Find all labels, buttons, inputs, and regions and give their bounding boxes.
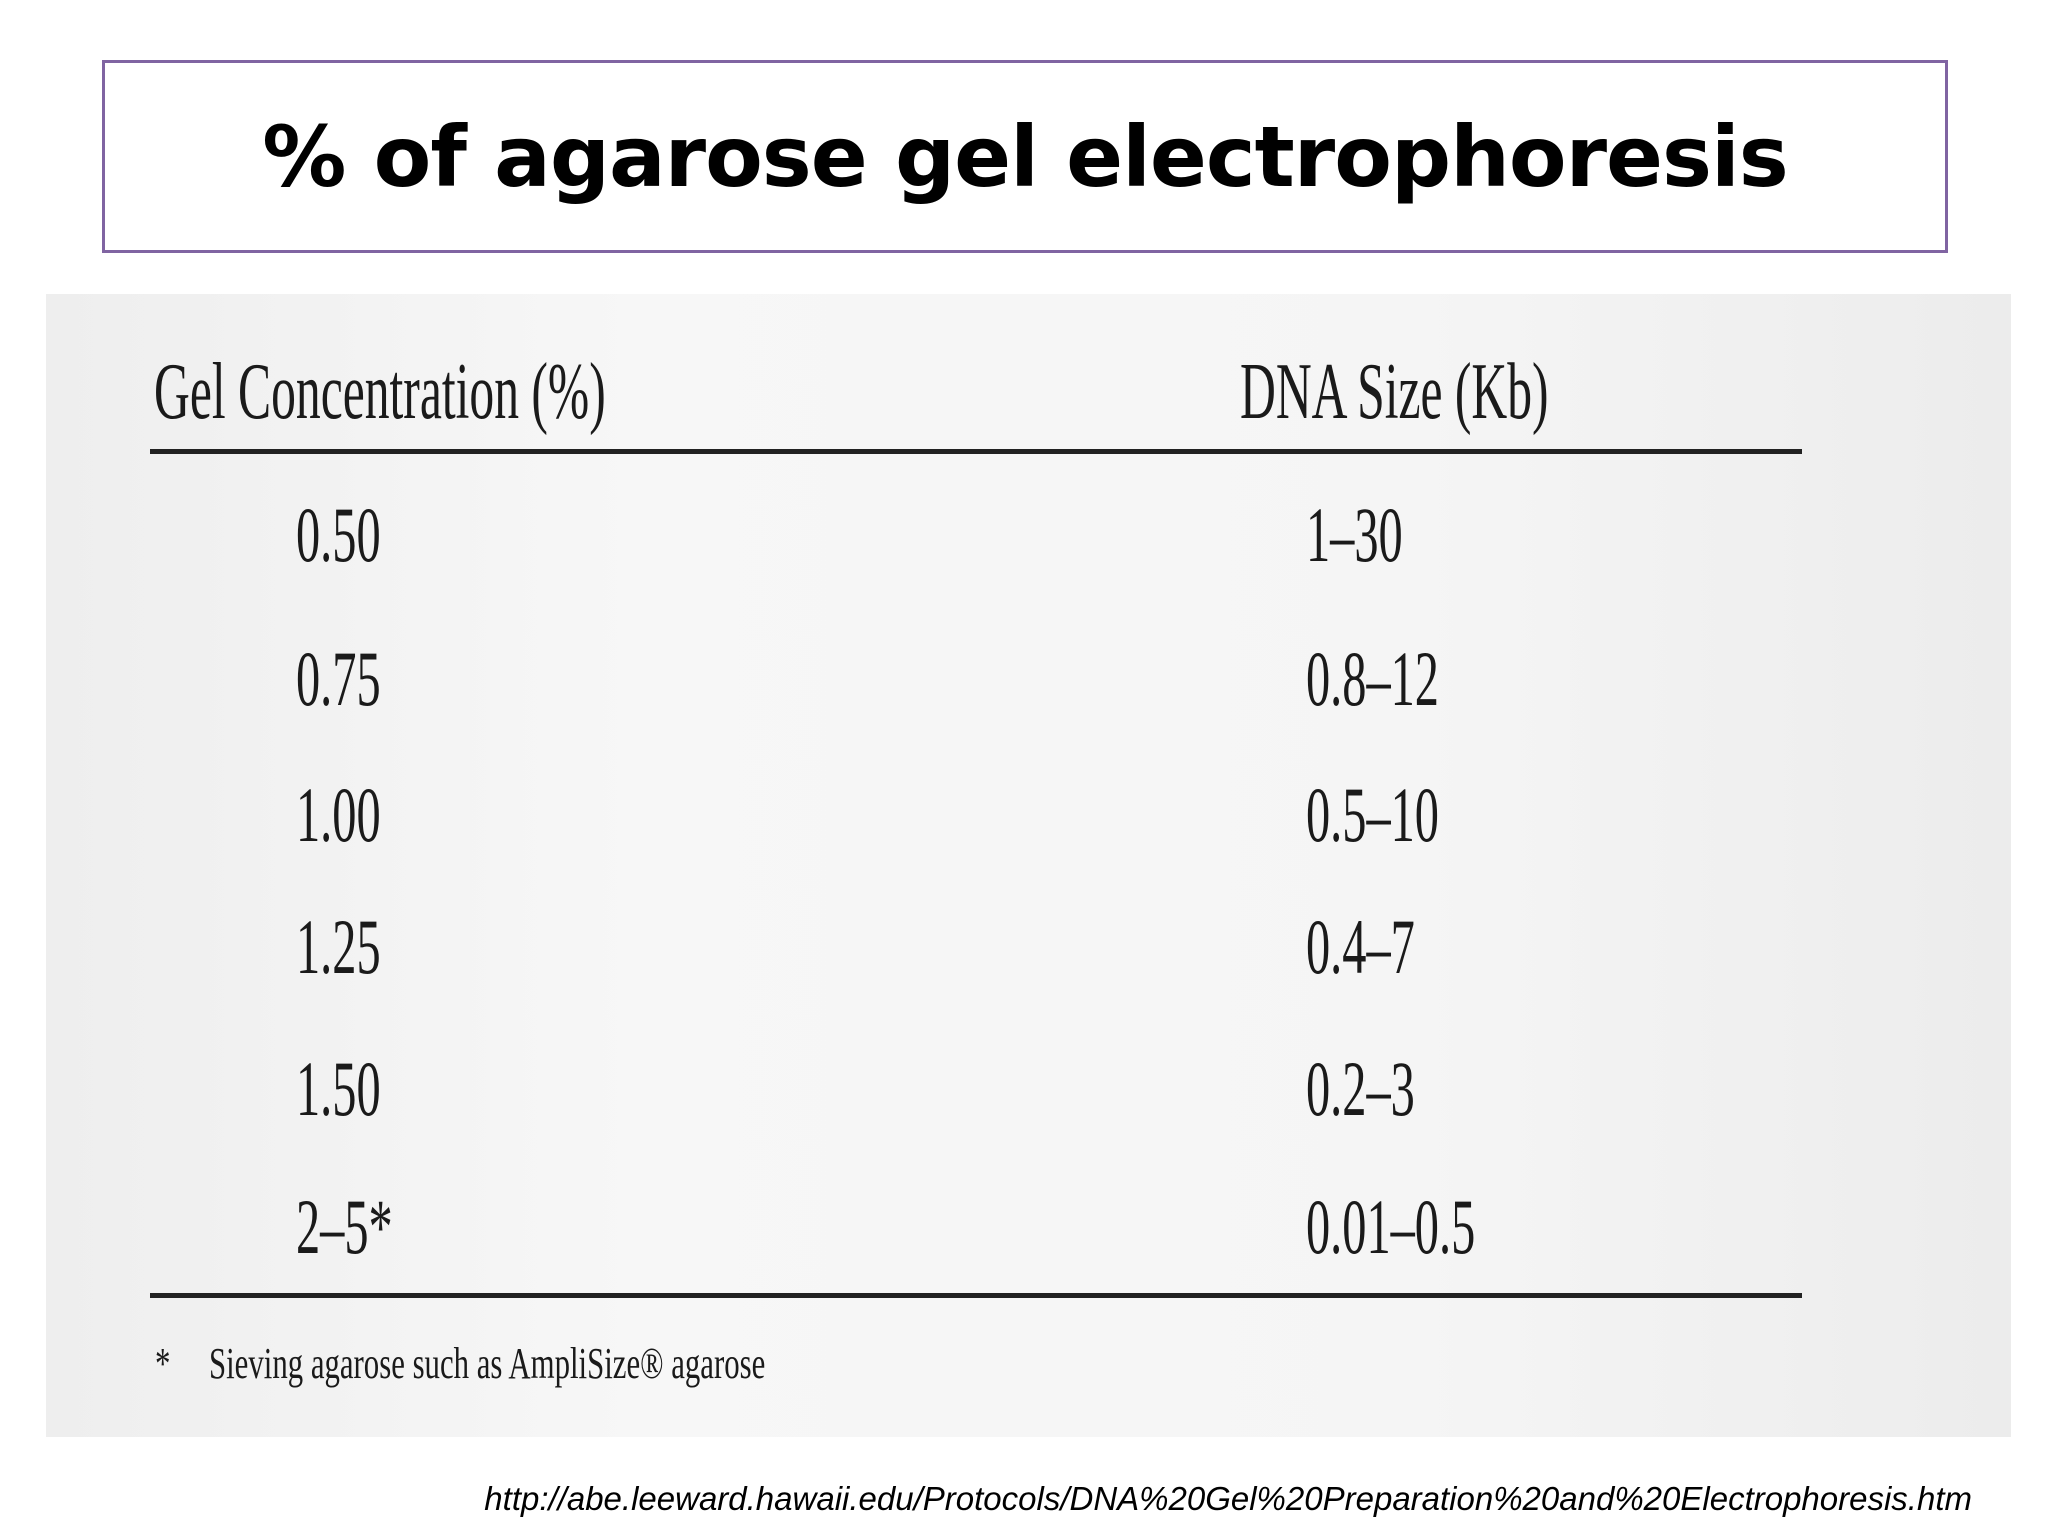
table-cell: 1.25 [296, 903, 381, 990]
table-cell: 0.50 [296, 491, 381, 578]
table-cell: 1–30 [1306, 491, 1403, 578]
table-cell: 1.00 [296, 771, 381, 858]
title-box: % of agarose gel electrophoresis [102, 60, 1948, 253]
table-cell: 1.50 [296, 1045, 381, 1132]
title: % of agarose gel electrophoresis [262, 107, 1789, 206]
bottom-rule [150, 1293, 1802, 1298]
table-cell: 2–5* [296, 1183, 393, 1270]
column-header: Gel Concentration (%) [154, 348, 606, 436]
table-cell: 0.75 [296, 635, 381, 722]
source-url: http://abe.leeward.hawaii.edu/Protocols/… [484, 1480, 1972, 1517]
footnote: Sieving agarose such as AmpliSize® agaro… [209, 1339, 766, 1388]
table-cell: 0.01–0.5 [1306, 1183, 1476, 1270]
table-cell: 0.4–7 [1306, 903, 1415, 990]
header-rule [150, 449, 1802, 454]
scanned-table-background [46, 294, 2011, 1437]
table-cell: 0.2–3 [1306, 1045, 1415, 1132]
column-header: DNA Size (Kb) [1240, 348, 1549, 436]
table-cell: 0.5–10 [1306, 771, 1439, 858]
footnote-marker: * [155, 1339, 171, 1388]
table-cell: 0.8–12 [1306, 635, 1439, 722]
